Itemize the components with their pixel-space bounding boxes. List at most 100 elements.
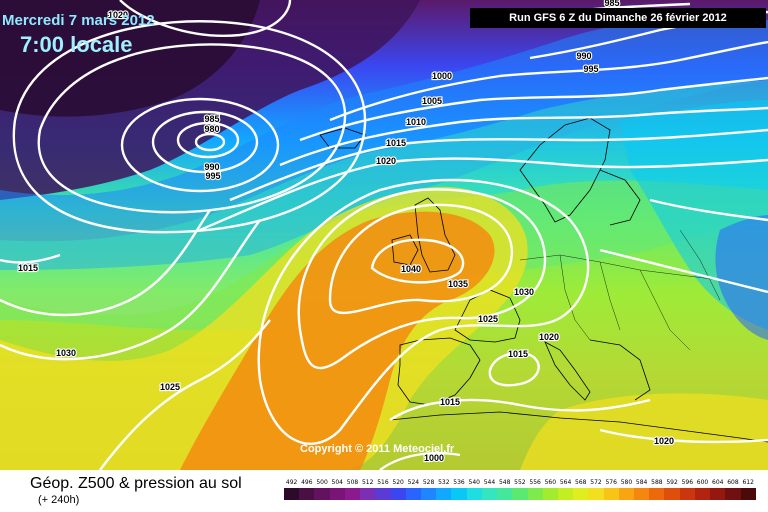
legend-value: 508 bbox=[346, 479, 359, 486]
forecast-date: Mercredi 7 mars 2012 bbox=[2, 12, 155, 29]
isobar-1030 bbox=[297, 188, 547, 370]
legend-swatch bbox=[649, 488, 665, 500]
isobar-1020 bbox=[199, 157, 768, 232]
legend-value: 588 bbox=[651, 479, 663, 486]
isobar-990 bbox=[151, 110, 259, 174]
legend-swatch bbox=[420, 488, 437, 500]
pressure-labels: 1020985990995100010051010101510209859809… bbox=[17, 0, 675, 464]
isobar-label: 1040 bbox=[401, 264, 421, 274]
map-title: Géop. Z500 & pression au sol bbox=[30, 475, 242, 492]
legend-swatch bbox=[405, 488, 421, 500]
legend-value: 600 bbox=[696, 479, 709, 486]
isobar-1030-west bbox=[0, 219, 261, 361]
color-legend: 492 496 500 504 508 512 516 520 524 528 532 536 540 5… bbox=[284, 478, 756, 500]
legend-swatches bbox=[284, 488, 756, 500]
isobar-label: 1015 bbox=[18, 263, 38, 273]
isobar-label: 1015 bbox=[508, 349, 528, 359]
border-line bbox=[559, 254, 591, 341]
borders bbox=[519, 229, 721, 351]
legend-value: 556 bbox=[529, 479, 541, 486]
coastline-ireland bbox=[391, 234, 419, 266]
legend-swatch bbox=[557, 488, 574, 500]
run-info: Run GFS 6 Z du Dimanche 26 février 2012 bbox=[470, 8, 766, 28]
legend-value: 592 bbox=[666, 479, 678, 486]
isobar-1015 bbox=[229, 128, 768, 202]
isobar-label: 1015 bbox=[440, 397, 460, 407]
isobar-label: 1000 bbox=[424, 453, 444, 463]
weather-map: 1020985990995100010051010101510209859809… bbox=[0, 0, 768, 470]
isobar-label: 995 bbox=[583, 64, 598, 74]
legend-swatch bbox=[375, 488, 391, 500]
isobar-1020-top bbox=[119, 0, 292, 37]
isobar-1005 bbox=[299, 76, 768, 142]
isobar-1015-south bbox=[389, 398, 651, 421]
isobar-label: 1020 bbox=[108, 10, 128, 20]
legend-swatch bbox=[344, 488, 361, 500]
legend-value: 608 bbox=[727, 479, 739, 486]
legend-swatch bbox=[634, 488, 650, 500]
legend-swatch bbox=[679, 488, 695, 500]
isobar-1020-south bbox=[599, 428, 768, 444]
z500-southeast-yellow bbox=[520, 393, 768, 470]
legend-value: 512 bbox=[361, 479, 374, 486]
legend-swatch bbox=[299, 488, 315, 500]
legend-value: 548 bbox=[498, 479, 511, 486]
legend-value: 516 bbox=[377, 479, 389, 486]
copyright-text: Copyright © 2011 Meteociel.fr bbox=[300, 443, 455, 455]
isobar-1015-west bbox=[0, 253, 61, 264]
legend-swatch bbox=[497, 488, 513, 500]
isobar-label: 985 bbox=[604, 0, 619, 8]
coastline-scandinavia bbox=[519, 117, 611, 223]
isobar-1005-west bbox=[12, 20, 367, 234]
legend-swatch bbox=[542, 488, 558, 500]
isobar-1015-east bbox=[649, 198, 768, 222]
isobar-1040 bbox=[370, 238, 465, 284]
isobar-label: 990 bbox=[576, 51, 591, 61]
z500-east-blue bbox=[715, 215, 768, 340]
legend-value: 504 bbox=[331, 479, 343, 486]
legend-swatch bbox=[360, 488, 376, 500]
legend-value: 540 bbox=[468, 479, 480, 486]
legend-value: 580 bbox=[620, 479, 633, 486]
isobar-985 bbox=[176, 121, 240, 159]
legend-value: 544 bbox=[483, 479, 496, 486]
legend-swatch bbox=[618, 488, 635, 500]
legend-swatch bbox=[725, 488, 741, 500]
legend-value: 500 bbox=[316, 479, 328, 486]
legend-swatch bbox=[436, 488, 452, 500]
isobar-label: 1005 bbox=[422, 96, 442, 106]
legend-swatch bbox=[512, 488, 528, 500]
isobar-1025 bbox=[257, 178, 590, 445]
footer-bar: Géop. Z500 & pression au sol (+ 240h) 49… bbox=[0, 470, 768, 512]
isobar-label: 980 bbox=[204, 124, 219, 134]
legend-value: 564 bbox=[559, 479, 572, 486]
isobar-label: 1015 bbox=[386, 138, 406, 148]
legend-value: 532 bbox=[438, 479, 450, 486]
border-line bbox=[519, 254, 721, 281]
legend-value: 596 bbox=[681, 479, 694, 486]
coastline-iceland bbox=[319, 127, 366, 149]
isobar-980 bbox=[194, 132, 226, 152]
coastlines bbox=[319, 117, 768, 443]
isobar-label: 1020 bbox=[654, 436, 674, 446]
isobar-1000-west bbox=[37, 43, 347, 214]
legend-swatch bbox=[390, 488, 406, 500]
legend-swatch bbox=[314, 488, 330, 500]
legend-value: 492 bbox=[285, 479, 298, 486]
legend-value: 576 bbox=[605, 479, 617, 486]
legend-swatch bbox=[664, 488, 680, 500]
isobar-1015-med bbox=[488, 351, 540, 387]
isobar-1020-east bbox=[599, 248, 768, 294]
isobar-1035 bbox=[328, 203, 513, 315]
forecast-range: (+ 240h) bbox=[38, 494, 80, 506]
legend-swatch bbox=[466, 488, 482, 500]
legend-value: 528 bbox=[422, 479, 435, 486]
isobar-1010 bbox=[279, 106, 768, 167]
legend-swatch bbox=[573, 488, 589, 500]
legend-swatch bbox=[694, 488, 711, 500]
isobar-label: 990 bbox=[204, 162, 219, 172]
isobar-label: 1020 bbox=[376, 156, 396, 166]
border-line bbox=[599, 261, 621, 331]
isobar-label: 1000 bbox=[432, 71, 452, 81]
isobar-1025-south bbox=[99, 319, 271, 470]
